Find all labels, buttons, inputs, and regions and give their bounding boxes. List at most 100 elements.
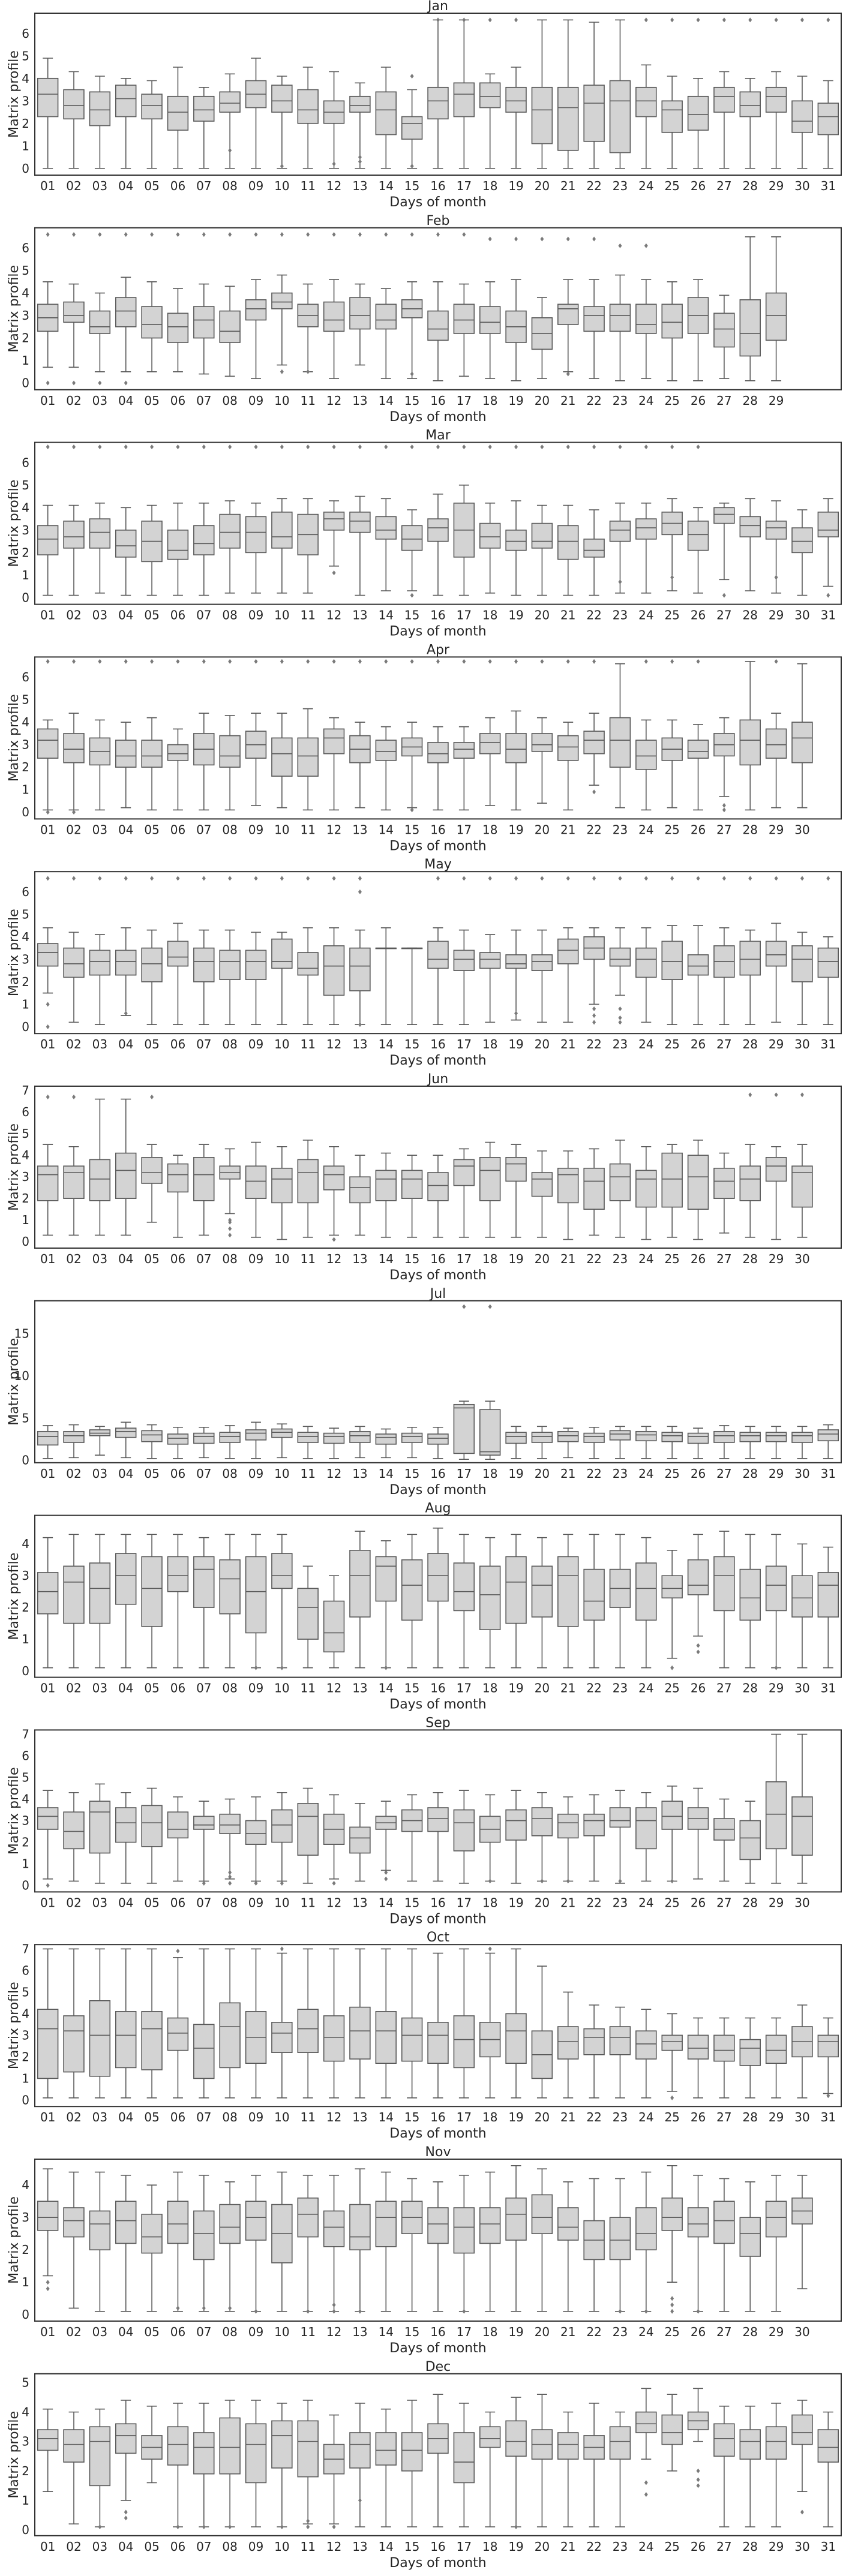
box-body	[765, 728, 787, 759]
box-body	[297, 1432, 319, 1443]
box-13	[349, 82, 371, 169]
x-tick-label: 27	[716, 1252, 731, 1266]
chart-title: Sep	[425, 1715, 450, 1730]
outlier-point	[462, 659, 466, 664]
box-body	[167, 530, 189, 560]
outlier-point	[72, 1095, 76, 1099]
x-tick-label: 01	[40, 2110, 55, 2124]
x-tick-label: 09	[248, 1466, 263, 1481]
x-tick-label: 18	[482, 1037, 497, 1051]
x-tick-label: 11	[300, 1037, 315, 1051]
plot-frame	[34, 2159, 842, 2322]
x-tick-label: 26	[691, 393, 706, 408]
box-body	[583, 1432, 605, 1443]
box-17	[453, 1790, 475, 1884]
box-body	[349, 2006, 371, 2060]
box-12	[323, 2175, 345, 2314]
box-body	[193, 2210, 215, 2261]
x-tick-label: 10	[274, 179, 289, 193]
box-22	[583, 1148, 605, 1236]
y-tick-label: 5	[22, 1411, 29, 1425]
box-19	[505, 1144, 527, 1238]
outlier-point	[670, 876, 674, 881]
x-axis-label: Days of month	[389, 2341, 487, 2356]
box-body	[167, 940, 189, 967]
box-01	[37, 2408, 59, 2492]
box-28	[739, 2406, 761, 2527]
box-24	[635, 2009, 657, 2099]
x-tick-label: 04	[118, 2325, 133, 2339]
outlier-point	[228, 1233, 232, 1238]
outlier-point	[410, 807, 414, 813]
x-tick-label: 04	[118, 393, 133, 408]
x-tick-label: 09	[248, 608, 263, 623]
outlier-point	[644, 876, 648, 881]
box-body	[115, 1427, 137, 1438]
box-body	[219, 310, 241, 343]
box-15	[401, 947, 423, 1025]
box-13	[349, 1948, 371, 2099]
box-25	[661, 17, 683, 169]
y-tick-label: 3	[22, 2028, 29, 2042]
box-body	[297, 1803, 319, 1856]
box-09	[245, 1141, 267, 1238]
box-06	[167, 1155, 189, 1238]
x-tick-label: 01	[40, 608, 55, 623]
box-08	[219, 2400, 241, 2530]
y-tick-label: 2	[22, 2464, 29, 2478]
box-body	[37, 525, 59, 555]
box-14	[375, 2171, 397, 2312]
outlier-point	[592, 789, 596, 795]
box-body	[531, 2194, 553, 2234]
box-body	[37, 1807, 59, 1830]
outlier-point	[280, 1946, 284, 1952]
box-body	[583, 85, 605, 142]
box-body	[349, 95, 371, 113]
outlier-point	[644, 659, 648, 664]
box-28	[739, 2017, 761, 2099]
box-body	[375, 1556, 397, 1602]
x-tick-label: 28	[743, 608, 758, 623]
box-body	[245, 516, 267, 554]
outlier-point	[332, 1237, 336, 1242]
x-tick-label: 18	[482, 1681, 497, 1696]
x-tick-label: 09	[248, 1681, 263, 1696]
box-01	[37, 1948, 59, 2099]
box-body	[63, 301, 85, 323]
outlier-point	[72, 876, 76, 881]
box-30	[791, 1733, 813, 1884]
x-tick-label: 08	[222, 1895, 237, 1910]
box-body	[557, 1430, 579, 1442]
outlier-point	[722, 802, 726, 808]
box-11	[297, 1426, 319, 1459]
box-27	[713, 2406, 735, 2527]
outlier-point	[722, 807, 726, 813]
x-tick-label: 23	[613, 1895, 628, 1910]
box-body	[505, 2013, 527, 2064]
box-24	[635, 659, 657, 811]
box-14	[375, 1948, 397, 2099]
box-06	[167, 2403, 189, 2530]
box-03	[89, 2171, 111, 2312]
box-body	[479, 82, 501, 109]
box-body	[427, 86, 449, 120]
box-03	[89, 232, 111, 386]
box-body	[89, 1159, 111, 1201]
box-body	[63, 2207, 85, 2238]
box-body	[219, 949, 241, 980]
box-10	[271, 1534, 293, 1670]
outlier-point	[514, 444, 518, 450]
x-tick-label: 13	[352, 179, 367, 193]
outlier-point	[98, 380, 102, 386]
x-tick-label: 09	[248, 822, 263, 837]
box-body	[531, 86, 553, 145]
box-20	[531, 19, 553, 169]
box-16	[427, 1426, 449, 1459]
outlier-point	[358, 2309, 362, 2314]
box-body	[739, 91, 761, 118]
chart-title: Jul	[429, 1287, 446, 1301]
box-body	[297, 2009, 319, 2053]
outlier-point	[514, 1011, 518, 1016]
box-body	[323, 301, 345, 332]
